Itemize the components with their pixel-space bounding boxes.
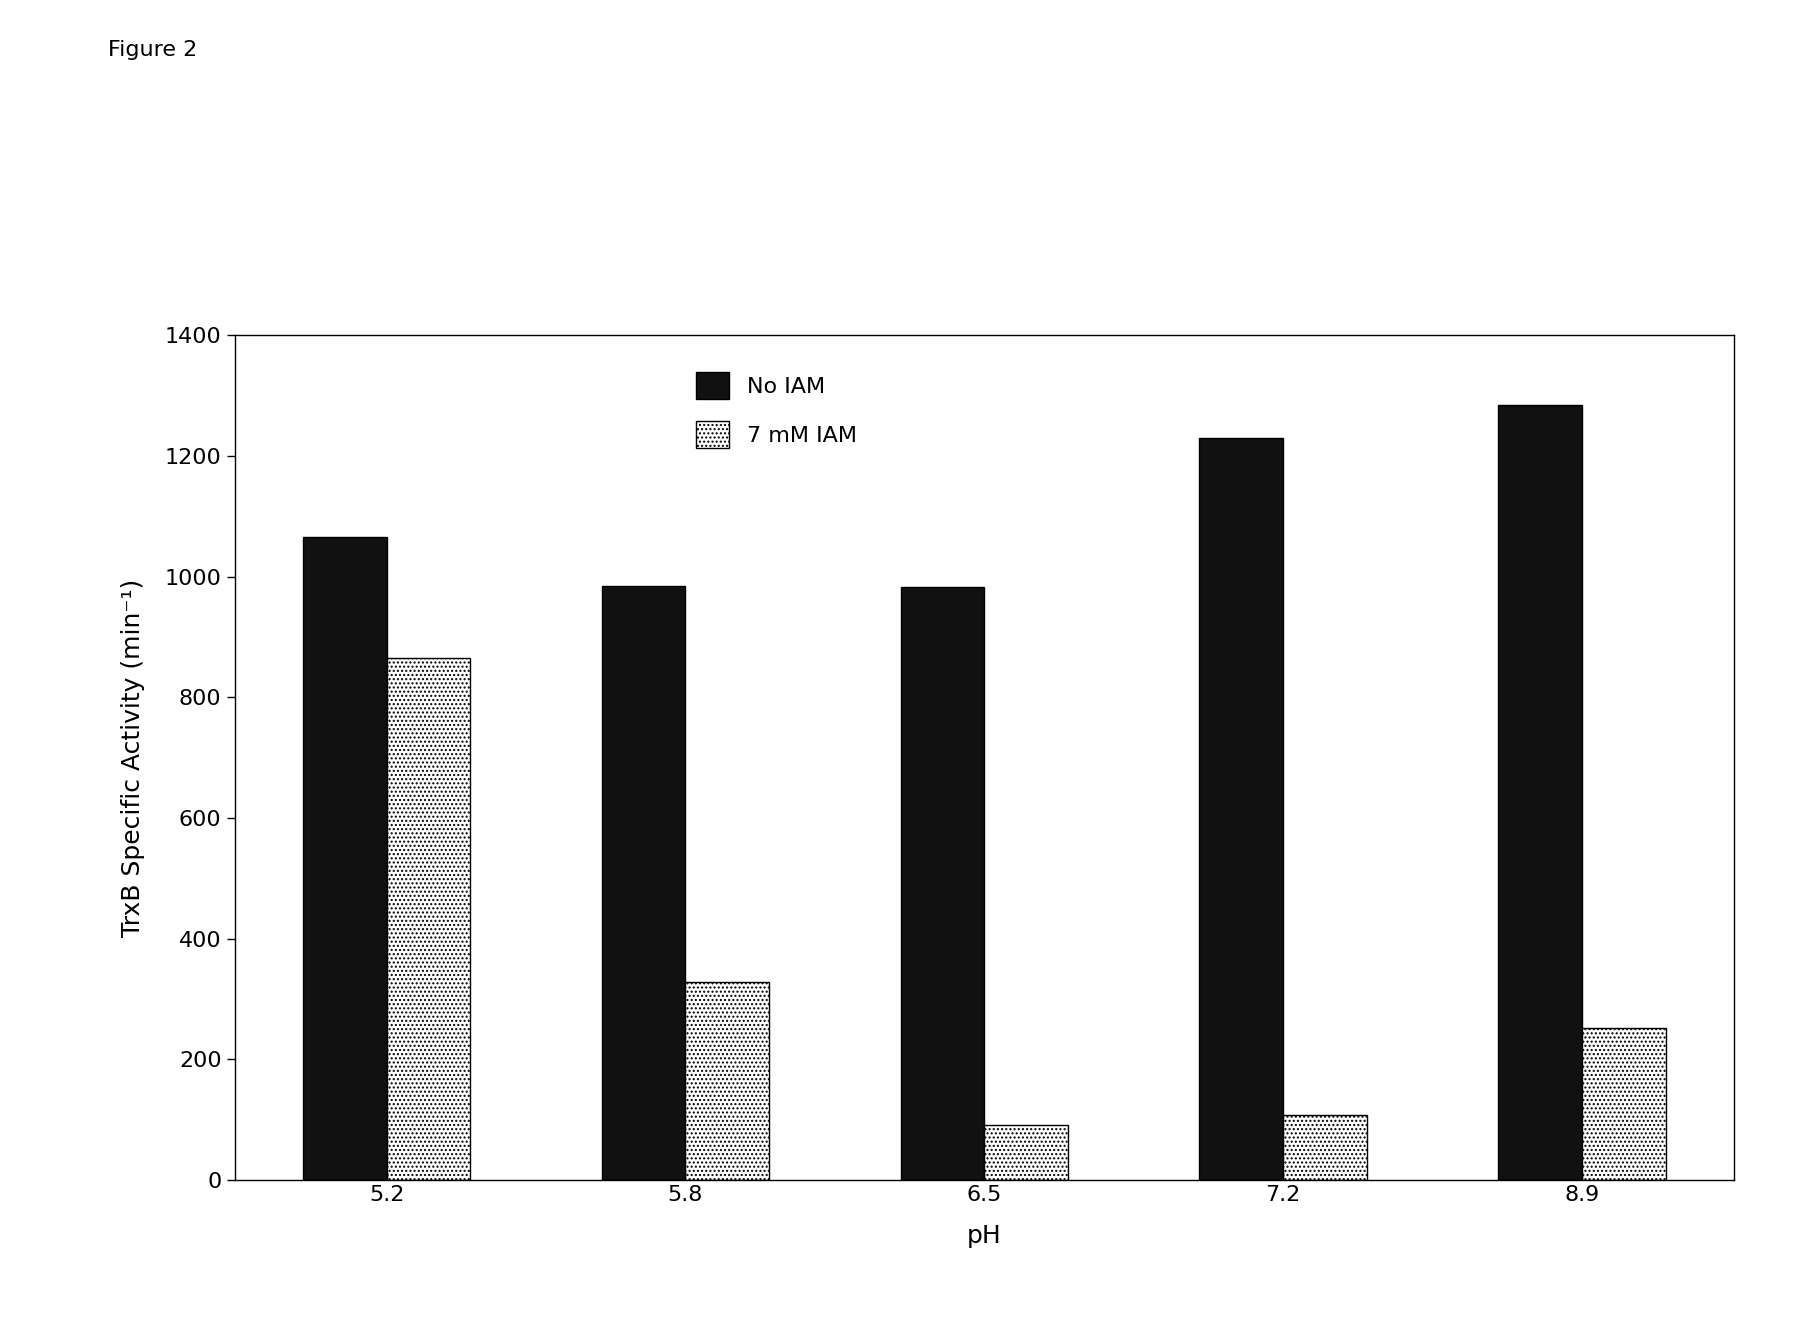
Y-axis label: TrxB Specific Activity (min⁻¹): TrxB Specific Activity (min⁻¹)	[121, 578, 144, 937]
Text: Figure 2: Figure 2	[108, 40, 197, 60]
Legend: No IAM, 7 mM IAM: No IAM, 7 mM IAM	[695, 371, 856, 448]
Bar	[901, 587, 984, 1180]
Bar	[686, 982, 769, 1180]
Bar	[984, 1125, 1067, 1180]
Bar	[1498, 405, 1581, 1180]
X-axis label: pH: pH	[966, 1224, 1002, 1248]
Bar	[386, 658, 469, 1180]
Bar	[601, 586, 686, 1180]
Bar	[1282, 1114, 1366, 1180]
Bar	[1199, 437, 1282, 1180]
Bar	[1581, 1029, 1664, 1180]
Bar	[303, 538, 386, 1180]
